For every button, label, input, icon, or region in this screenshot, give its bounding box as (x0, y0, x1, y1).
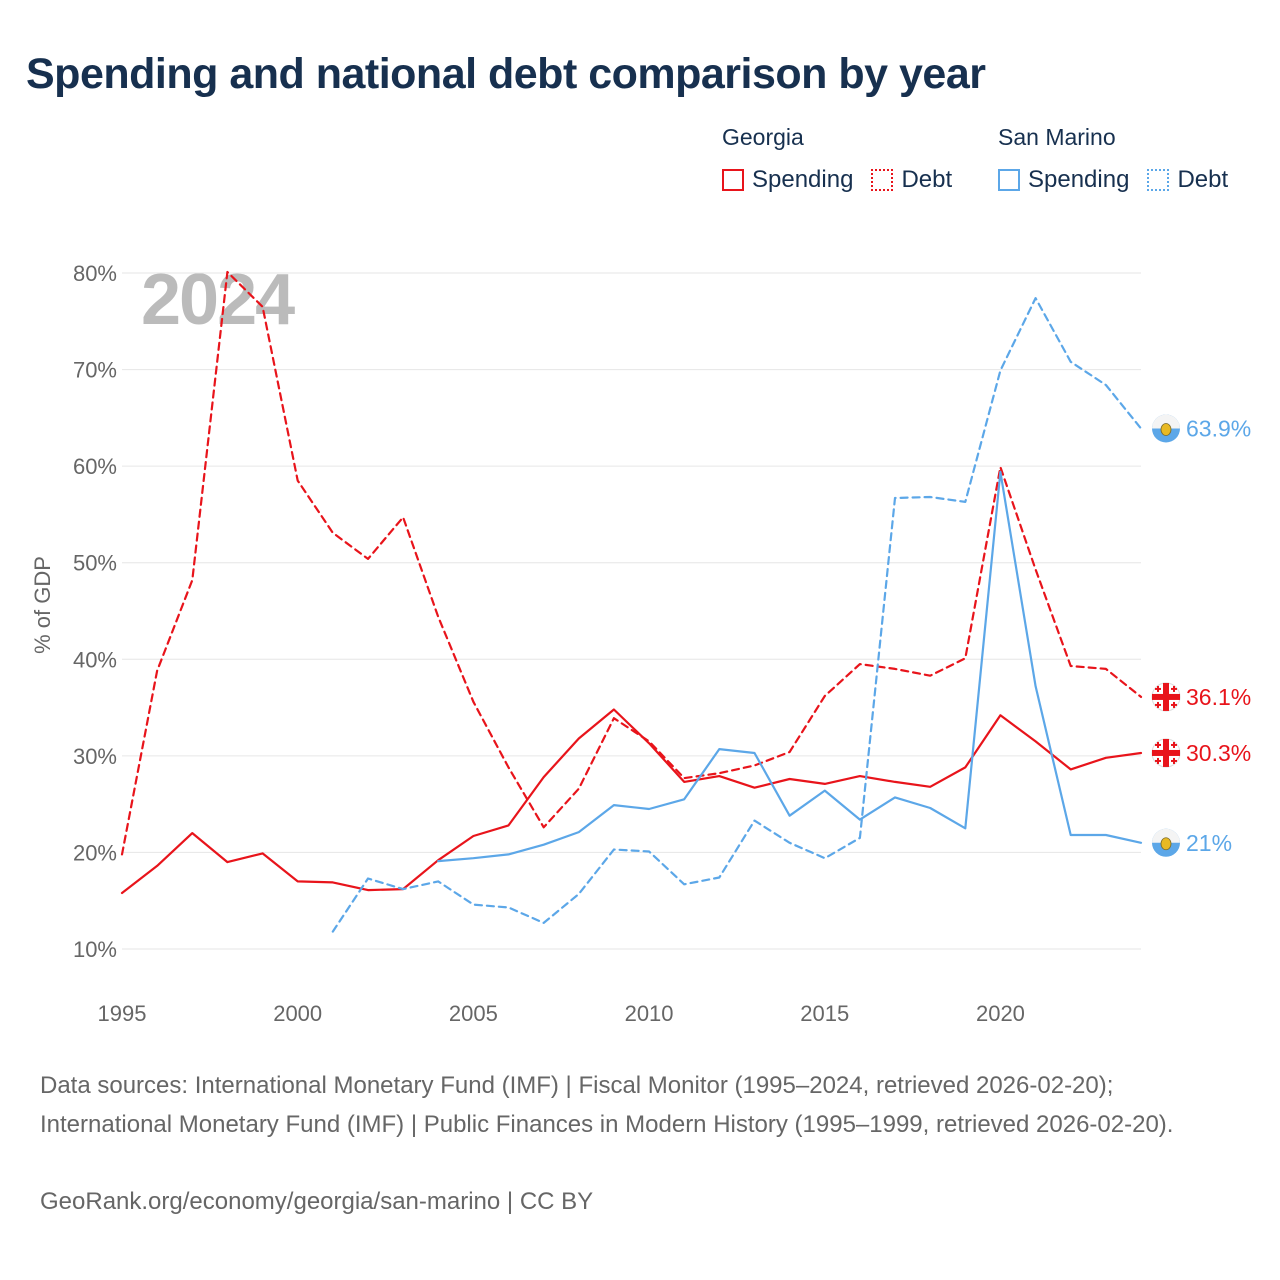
x-tick-label: 2000 (273, 1001, 322, 1026)
flag-small-cross (1155, 759, 1161, 762)
y-tick-label: 60% (73, 454, 117, 479)
legend-label: Debt (1177, 166, 1229, 193)
flag-small-cross (1155, 687, 1161, 690)
x-tick-label: 2015 (800, 1001, 849, 1026)
y-tick-label: 30% (73, 744, 117, 769)
credit-link[interactable]: GeoRank.org/economy/georgia/san-marino |… (40, 1188, 594, 1215)
flag-white-half (1152, 828, 1181, 843)
line-chart: 2024 10% 20% 30% 40% 50% 60% 70% 80% 1995 2000 2005… (30, 260, 1251, 1026)
legend-swatch-solid (722, 169, 744, 191)
flag-small-cross (1155, 703, 1161, 706)
legend-item-san-marino-spending[interactable]: Spending (998, 166, 1129, 194)
georgia-flag-icon (1151, 738, 1181, 768)
legend-group-georgia: Georgia Spending Debt (722, 124, 970, 194)
legend-item-georgia-debt[interactable]: Debt (871, 166, 952, 194)
series-line-georgia-debt (120, 270, 1143, 856)
flag-cross-horizontal (1152, 693, 1180, 700)
series-end-label: 36.1% (1186, 684, 1251, 710)
y-tick-label: 70% (73, 358, 117, 383)
legend-group-name: Georgia (722, 124, 804, 150)
legend-item-georgia-spending[interactable]: Spending (722, 166, 853, 194)
san-marino-flag-icon (1152, 828, 1181, 857)
series-end-label: 21% (1186, 830, 1232, 856)
georgia-flag-icon (1151, 682, 1181, 712)
flag-small-cross (1155, 743, 1161, 746)
flag-small-cross (1171, 687, 1177, 690)
chart-title: Spending and national debt comparison by… (26, 50, 986, 98)
x-tick-label: 2020 (976, 1001, 1025, 1026)
flag-small-cross (1171, 743, 1177, 746)
series-line-san-marino-spending (437, 470, 1143, 863)
legend-group-name: San Marino (998, 124, 1116, 150)
series-end-label: 63.9% (1186, 415, 1251, 441)
legend-swatch-solid (998, 169, 1020, 191)
legend-group-san-marino: San Marino Spending Debt (998, 124, 1228, 194)
flag-white-half (1152, 414, 1181, 429)
series-line-georgia-spending (120, 708, 1143, 895)
y-axis-label: % of GDP (30, 556, 55, 654)
x-tick-label: 2010 (625, 1001, 674, 1026)
y-tick-label: 10% (73, 937, 117, 962)
flag-small-cross (1171, 703, 1177, 706)
legend-swatch-dotted (1147, 169, 1170, 191)
legend-label: Spending (1028, 166, 1130, 193)
flag-emblem (1160, 837, 1172, 851)
legend-item-san-marino-debt[interactable]: Debt (1147, 166, 1228, 194)
y-tick-label: 20% (73, 840, 117, 865)
legend-label: Debt (901, 166, 953, 193)
series-end-label: 30.3% (1186, 740, 1251, 766)
flag-cross-horizontal (1152, 749, 1180, 756)
san-marino-flag-icon (1152, 414, 1181, 443)
legend-swatch-dotted (871, 169, 894, 191)
flag-small-cross (1171, 759, 1177, 762)
legend-label: Spending (752, 166, 854, 193)
x-tick-label: 1995 (98, 1001, 147, 1026)
y-tick-label: 50% (73, 551, 117, 576)
flag-emblem (1160, 423, 1172, 436)
y-tick-label: 40% (73, 647, 117, 672)
year-watermark: 2024 (141, 260, 295, 340)
series-line-san-marino-debt (331, 297, 1143, 933)
y-tick-label: 80% (73, 261, 117, 286)
x-tick-label: 2005 (449, 1001, 498, 1026)
data-sources-note: Data sources: International Monetary Fun… (40, 1072, 1174, 1138)
